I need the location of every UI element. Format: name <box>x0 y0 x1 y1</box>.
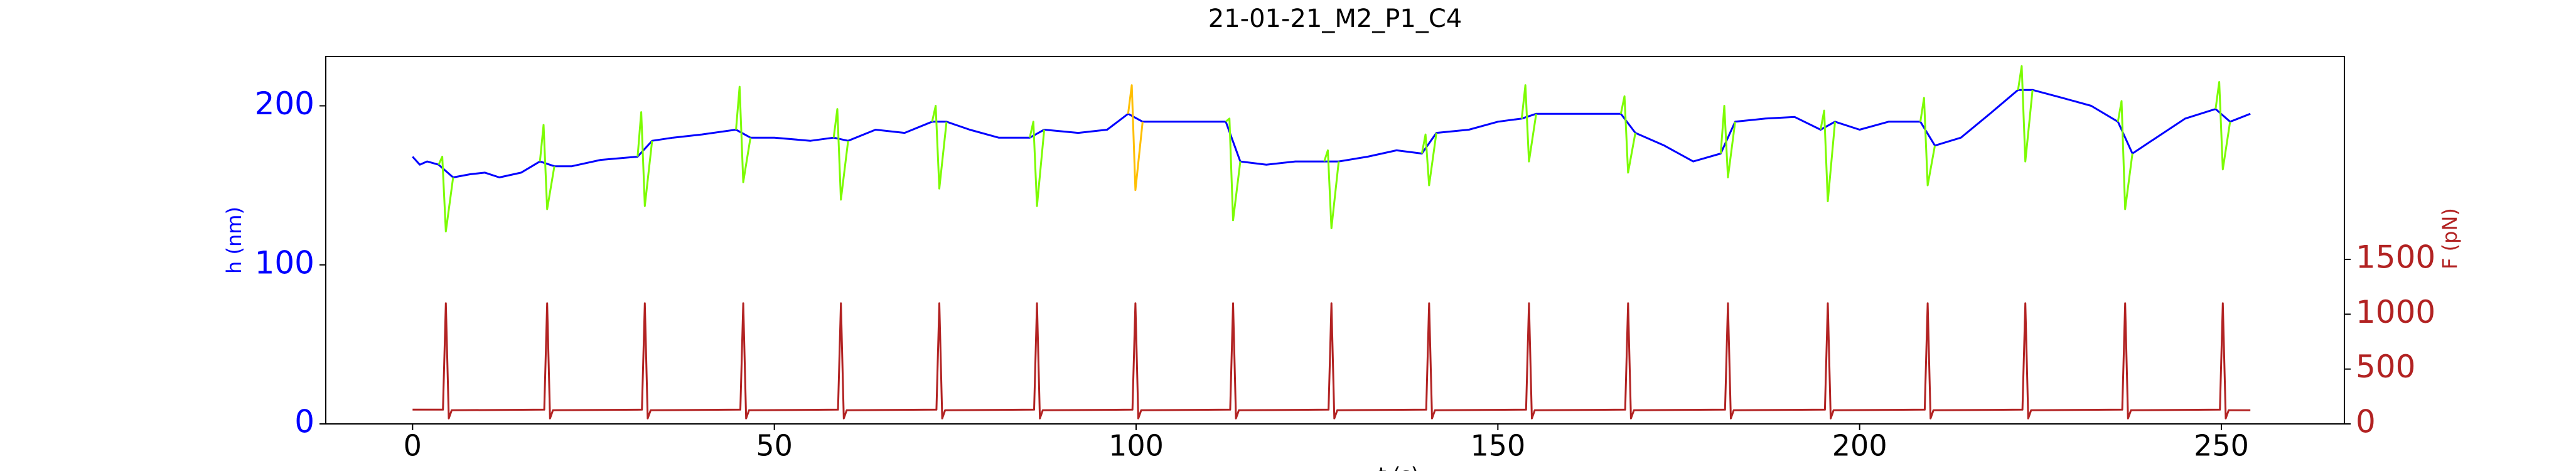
x-tick-label: 100 <box>1108 429 1164 463</box>
x-axis-label: t (s) <box>1378 463 1419 471</box>
data-line <box>437 65 2231 233</box>
plot-frame <box>325 56 2345 425</box>
y2-tick-label: 1000 <box>2356 294 2435 330</box>
data-line <box>1127 84 1144 192</box>
y-tick-label: 200 <box>255 85 314 122</box>
x-tick-label: 250 <box>2194 429 2249 463</box>
data-line <box>412 302 2251 420</box>
x-tick-label: 200 <box>1832 429 1887 463</box>
y2-tick-label: 1500 <box>2356 239 2435 276</box>
x-tick-label: 150 <box>1470 429 1525 463</box>
y2-tick-label: 0 <box>2356 404 2376 440</box>
y-axis-label: h (nm) <box>222 207 246 274</box>
y2-axis-label: F (pN) <box>2438 208 2462 269</box>
y-tick-label: 0 <box>294 404 314 440</box>
chart-title: 21-01-21_M2_P1_C4 <box>1208 4 1462 33</box>
y-tick-label: 100 <box>255 244 314 281</box>
y2-tick-label: 500 <box>2356 349 2415 385</box>
x-tick-label: 50 <box>756 429 793 463</box>
x-tick-label: 0 <box>404 429 422 463</box>
